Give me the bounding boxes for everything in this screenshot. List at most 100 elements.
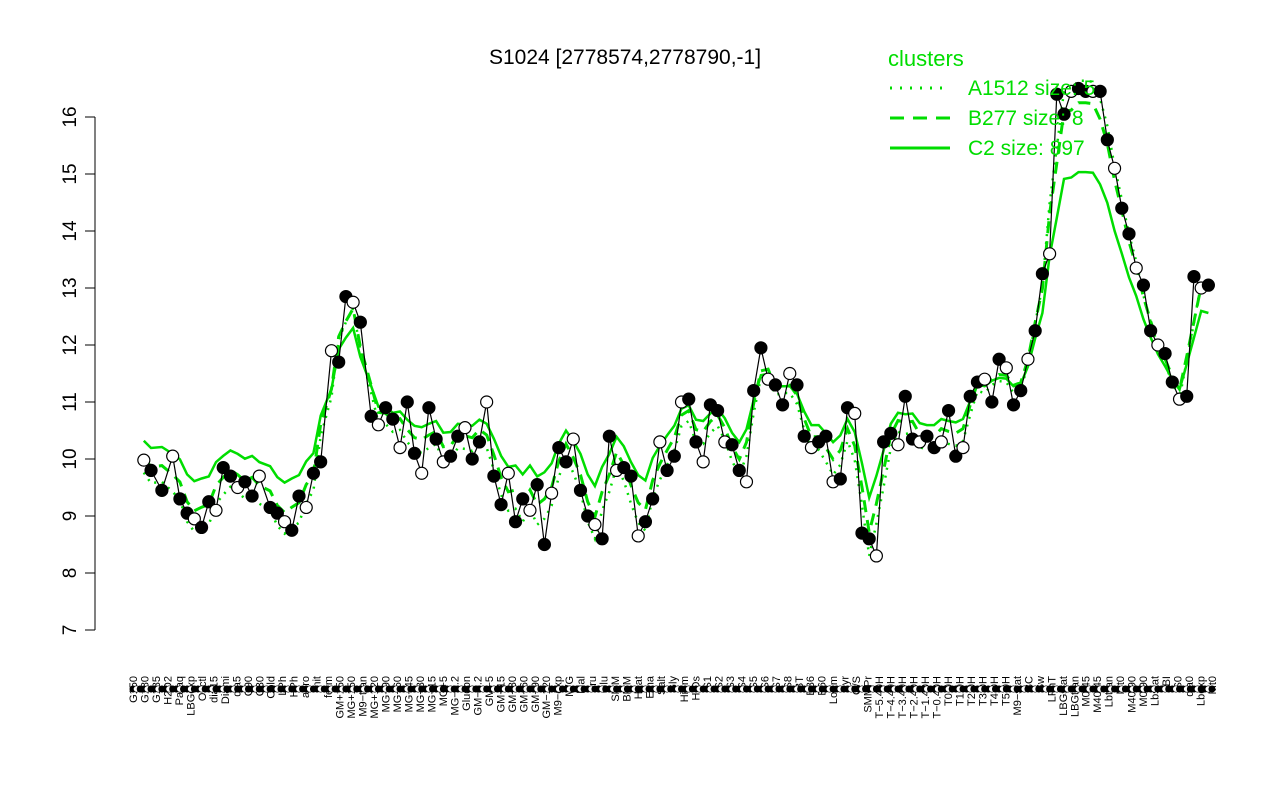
data-point: [1014, 384, 1028, 398]
data-point: [581, 509, 595, 523]
data-point: [1180, 389, 1194, 403]
data-point: [523, 503, 537, 517]
x-tick-label: nit: [312, 676, 324, 688]
data-point: [559, 455, 573, 469]
data-point: [277, 515, 292, 529]
data-point: [508, 515, 523, 529]
data-point: [602, 429, 616, 443]
data-point: [480, 395, 494, 409]
x-tick-label: M40t90: [1127, 676, 1139, 713]
data-point: [920, 429, 934, 443]
data-point: [978, 372, 992, 386]
data-point: [631, 529, 645, 543]
data-point: [346, 295, 360, 309]
data-point: [552, 441, 566, 455]
data-point: [332, 355, 346, 369]
legend: clusters A1512 size: 5 B277 size: 8 C2 siz…: [888, 46, 1095, 160]
data-point: [166, 449, 180, 463]
data-point: [353, 315, 367, 329]
data-point: [324, 344, 339, 358]
data-point: [956, 441, 970, 455]
data-point: [1050, 87, 1064, 101]
data-point: [422, 401, 436, 415]
x-tick-label: GM+150: [335, 676, 347, 719]
y-tick-label: 12: [60, 334, 81, 355]
y-tick-label: 11: [60, 392, 81, 412]
data-point: [985, 395, 999, 409]
data-point: [223, 469, 238, 483]
data-point: [660, 463, 674, 477]
x-tick-label: LBGstat: [1058, 676, 1070, 716]
x-tick-label: T−4.40H: [886, 676, 898, 719]
x-tick-label: BI: [1161, 676, 1173, 686]
data-point: [245, 489, 259, 503]
data-point: [819, 429, 833, 443]
data-point: [202, 495, 216, 509]
data-point: [797, 429, 811, 443]
legend-title: clusters: [888, 46, 964, 71]
x-tick-label: MG+150: [346, 676, 358, 719]
data-point: [790, 378, 804, 392]
data-point: [194, 520, 209, 535]
y-tick-label: 13: [60, 277, 81, 298]
data-point: [238, 475, 252, 489]
data-point: [371, 418, 385, 432]
data-point: [299, 500, 313, 515]
x-tick-label: T−3.40H: [897, 676, 909, 719]
data-point: [617, 460, 631, 475]
data-point: [393, 441, 407, 455]
data-point: [155, 483, 169, 497]
data-point: [451, 429, 465, 443]
x-tick-label: GM−0.2: [472, 676, 484, 715]
x-tick-label: M9−tran: [358, 676, 370, 717]
data-point: [494, 498, 508, 512]
data-point: [285, 523, 299, 537]
legend-label: A1512 size: 5: [968, 77, 1095, 100]
y-tick-label: 15: [60, 163, 81, 184]
data-point: [833, 472, 847, 486]
data-point: [1107, 161, 1122, 175]
data-point: [732, 463, 746, 477]
y-tick-label: 8: [60, 568, 81, 579]
data-point: [963, 389, 977, 403]
data-point: [638, 515, 653, 529]
x-tick-label: MG+120: [369, 676, 381, 719]
data-point: [646, 492, 660, 506]
data-point: [216, 460, 230, 475]
data-point: [407, 446, 422, 460]
data-point: [992, 352, 1006, 366]
x-tick-label: SMMPr: [863, 676, 875, 713]
data-point: [501, 466, 515, 480]
data-point: [624, 469, 638, 483]
data-point: [270, 506, 284, 520]
data-point: [415, 466, 429, 480]
x-tick-label: T−0.40H: [932, 676, 944, 719]
x-tick-label: LBGtran: [1069, 676, 1081, 717]
data-point: [314, 455, 328, 469]
data-point: [187, 512, 201, 526]
data-point: [696, 455, 710, 469]
data-point: [465, 452, 479, 466]
data-point: [1006, 398, 1021, 412]
data-point: [934, 435, 948, 449]
data-point: [884, 426, 898, 440]
data-point: [862, 532, 876, 546]
x-axis: G150G180G135H2O2ParaqLBGexpOxctldia15Dia…: [128, 675, 1219, 718]
data-point: [443, 449, 458, 463]
y-tick-label: 10: [60, 448, 81, 469]
x-tick-label: M40t45: [1092, 676, 1104, 713]
data-point: [653, 435, 667, 449]
data-point: [144, 463, 158, 477]
data-point: [877, 435, 891, 449]
data-point: [472, 435, 487, 449]
data-point: [1093, 84, 1107, 98]
data-point: [1057, 107, 1071, 121]
data-point: [667, 449, 681, 463]
data-point: [999, 361, 1013, 375]
x-tick-label: GM−60: [518, 676, 530, 712]
x-marker: [1208, 685, 1216, 693]
data-point: [1165, 375, 1179, 389]
data-point: [711, 403, 725, 418]
data-point: [783, 366, 797, 381]
